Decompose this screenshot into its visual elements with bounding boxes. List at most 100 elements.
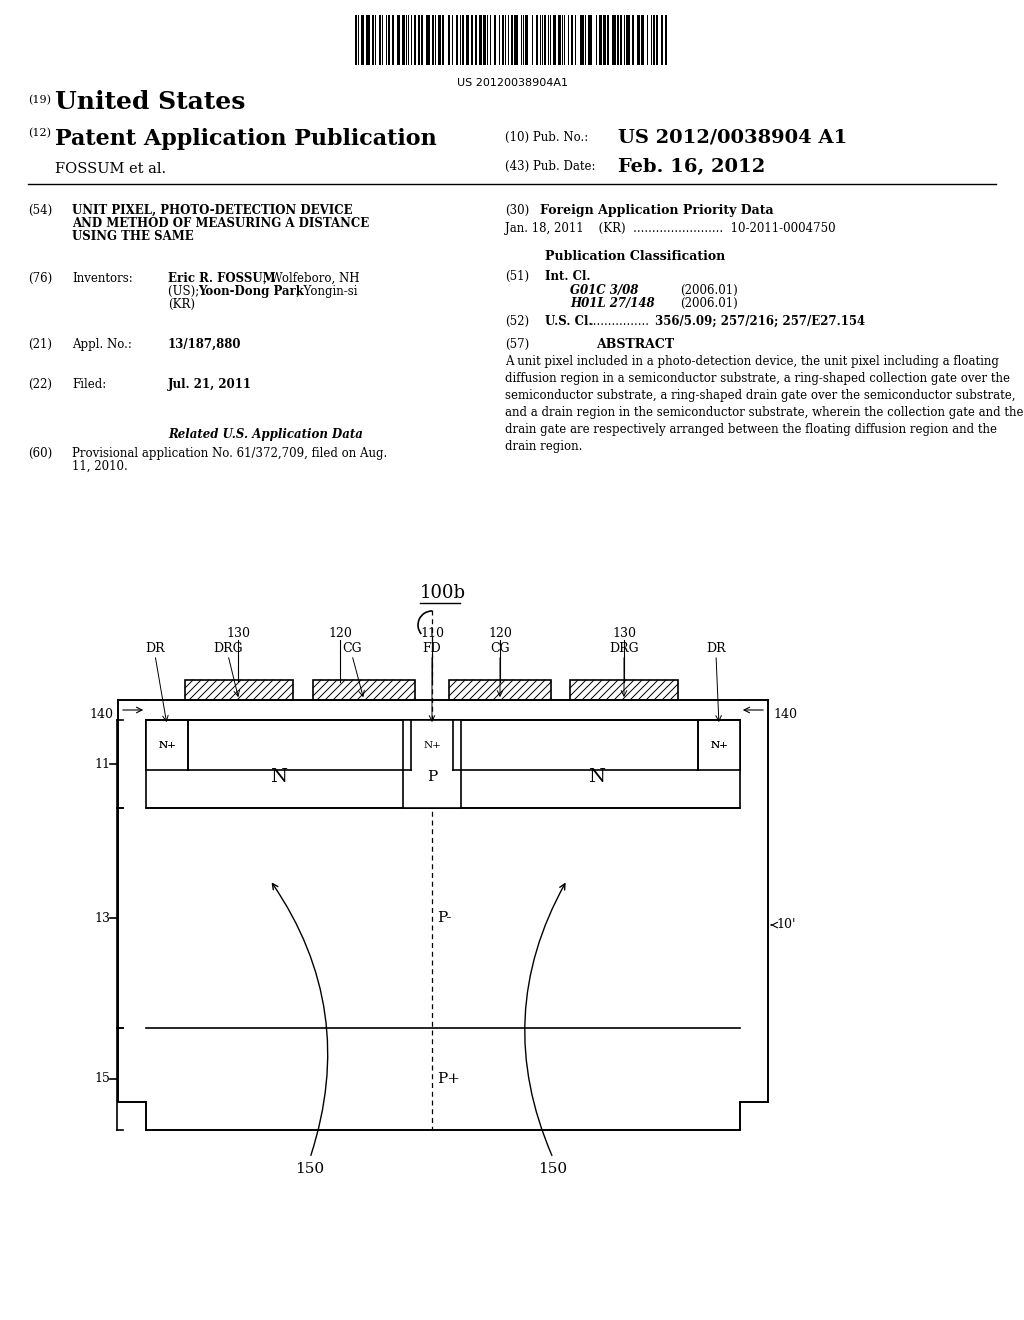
Text: Filed:: Filed: <box>72 378 106 391</box>
Bar <box>146 719 188 770</box>
Bar <box>525 15 528 65</box>
Bar <box>185 680 293 700</box>
Bar <box>617 15 618 65</box>
Text: 13/187,880: 13/187,880 <box>168 338 242 351</box>
Text: US 2012/0038904 A1: US 2012/0038904 A1 <box>618 128 847 147</box>
Text: CG: CG <box>342 642 361 655</box>
Bar <box>553 15 556 65</box>
Text: ABSTRACT: ABSTRACT <box>596 338 674 351</box>
Bar <box>665 15 667 65</box>
Text: (21): (21) <box>28 338 52 351</box>
Bar <box>656 15 658 65</box>
Bar <box>502 15 504 65</box>
Bar <box>414 15 416 65</box>
Text: FD: FD <box>423 642 441 655</box>
Bar <box>641 15 644 65</box>
Text: AND METHOD OF MEASURING A DISTANCE: AND METHOD OF MEASURING A DISTANCE <box>72 216 370 230</box>
Bar <box>544 15 546 65</box>
Bar <box>449 680 551 700</box>
Text: N+: N+ <box>423 741 441 750</box>
Text: 120: 120 <box>328 627 352 640</box>
Bar <box>392 15 394 65</box>
Text: , Wolfeboro, NH: , Wolfeboro, NH <box>263 272 359 285</box>
Text: (60): (60) <box>28 447 52 459</box>
Text: 100b: 100b <box>420 583 466 602</box>
Text: (30): (30) <box>505 205 529 216</box>
Text: 140: 140 <box>773 709 797 722</box>
Text: 15: 15 <box>94 1072 110 1085</box>
Text: (54): (54) <box>28 205 52 216</box>
Bar <box>599 15 602 65</box>
Bar <box>361 15 364 65</box>
Bar <box>313 680 415 700</box>
Bar <box>421 15 423 65</box>
Bar <box>403 719 461 808</box>
Bar <box>471 15 473 65</box>
Text: Int. Cl.: Int. Cl. <box>545 271 591 282</box>
Bar <box>146 719 453 808</box>
Text: (57): (57) <box>505 338 529 351</box>
Text: United States: United States <box>55 90 246 114</box>
Bar <box>571 15 573 65</box>
Text: (2006.01): (2006.01) <box>680 284 737 297</box>
Text: N+: N+ <box>710 741 728 750</box>
Text: 150: 150 <box>539 1162 567 1176</box>
Text: 130: 130 <box>226 627 250 640</box>
Bar <box>442 15 444 65</box>
Text: Related U.S. Application Data: Related U.S. Application Data <box>168 428 362 441</box>
Bar <box>588 15 592 65</box>
Bar <box>494 15 496 65</box>
Bar <box>426 15 430 65</box>
Text: N+: N+ <box>423 741 441 750</box>
Text: 110: 110 <box>420 627 444 640</box>
Bar <box>536 15 538 65</box>
Bar <box>146 719 188 770</box>
Text: (12): (12) <box>28 128 51 139</box>
Bar <box>372 15 374 65</box>
Text: FOSSUM et al.: FOSSUM et al. <box>55 162 166 176</box>
Text: DR: DR <box>707 642 726 655</box>
Text: 356/5.09; 257/216; 257/E27.154: 356/5.09; 257/216; 257/E27.154 <box>655 315 865 327</box>
Text: (2006.01): (2006.01) <box>680 297 737 310</box>
Text: (US);: (US); <box>168 285 203 298</box>
Text: Patent Application Publication: Patent Application Publication <box>55 128 437 150</box>
Bar <box>570 680 678 700</box>
Text: CG: CG <box>490 642 510 655</box>
Text: DR: DR <box>145 642 165 655</box>
Bar <box>637 15 640 65</box>
Bar <box>603 15 606 65</box>
Bar <box>449 15 450 65</box>
Bar <box>418 15 420 65</box>
Text: Foreign Application Priority Data: Foreign Application Priority Data <box>540 205 773 216</box>
Bar <box>698 719 740 770</box>
Bar <box>466 15 469 65</box>
Bar <box>379 15 381 65</box>
Bar <box>483 15 486 65</box>
Bar <box>432 15 434 65</box>
Text: G01C 3/08: G01C 3/08 <box>570 284 638 297</box>
Text: (52): (52) <box>505 315 529 327</box>
Text: A unit pixel included in a photo-detection device, the unit pixel including a fl: A unit pixel included in a photo-detecti… <box>505 355 1024 453</box>
Text: Yoon-Dong Park: Yoon-Dong Park <box>198 285 304 298</box>
Text: N+: N+ <box>423 741 441 750</box>
Bar <box>558 15 561 65</box>
Bar <box>388 15 390 65</box>
Bar <box>411 719 453 770</box>
Bar <box>355 15 357 65</box>
Text: DRG: DRG <box>609 642 639 655</box>
Bar <box>313 680 415 700</box>
Text: 120: 120 <box>488 627 512 640</box>
Bar <box>662 15 663 65</box>
Bar <box>514 15 518 65</box>
Bar <box>185 680 293 700</box>
Text: H01L 27/148: H01L 27/148 <box>570 297 654 310</box>
Text: Publication Classification: Publication Classification <box>545 249 725 263</box>
Bar <box>698 719 740 770</box>
Bar <box>462 15 464 65</box>
Bar <box>626 15 630 65</box>
Bar <box>366 15 370 65</box>
Bar <box>411 719 453 770</box>
Bar <box>411 719 740 808</box>
Bar <box>632 15 634 65</box>
Text: 11, 2010.: 11, 2010. <box>72 459 128 473</box>
